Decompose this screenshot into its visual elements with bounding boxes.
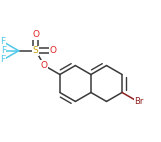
Text: F: F <box>1 46 6 55</box>
Text: O: O <box>41 61 48 70</box>
Text: S: S <box>33 46 39 55</box>
Text: F: F <box>0 37 6 46</box>
Text: O: O <box>49 46 56 55</box>
Text: O: O <box>32 30 39 39</box>
Text: Br: Br <box>134 97 144 106</box>
Text: F: F <box>0 55 6 64</box>
